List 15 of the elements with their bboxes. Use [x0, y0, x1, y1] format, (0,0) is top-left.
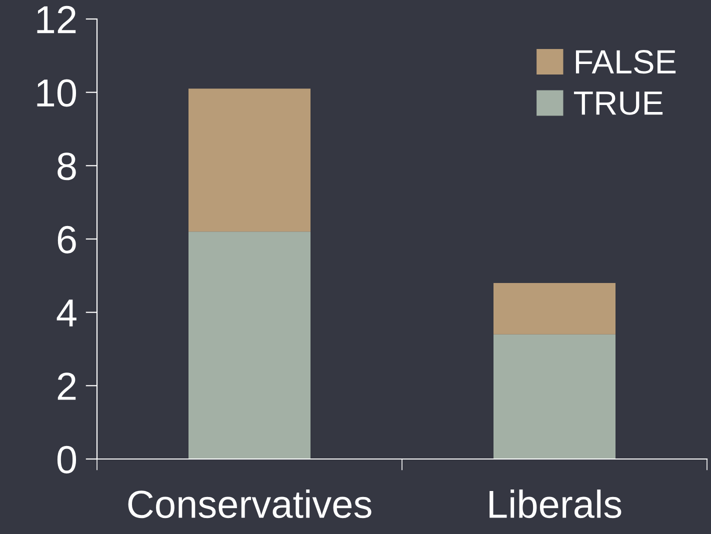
- y-tick-label: 4: [56, 300, 76, 326]
- y-tick-label: 2: [58, 372, 76, 400]
- y-tick-label: 0: [57, 446, 76, 474]
- y-tick-label: 8: [58, 152, 76, 180]
- bar: [188, 88, 310, 232]
- legend-label: FALSE: [576, 50, 676, 74]
- legend-label: TRUE: [574, 92, 663, 115]
- y-tick-label: 12: [37, 6, 76, 34]
- y-tick-label: 6: [58, 226, 76, 254]
- x-tick-label: Conservatives: [128, 490, 372, 518]
- y-tick-label: 10: [37, 79, 76, 107]
- bar: [188, 232, 310, 459]
- bar: [494, 283, 616, 334]
- bar: [494, 334, 616, 459]
- x-tick-label: Liberals: [490, 490, 622, 518]
